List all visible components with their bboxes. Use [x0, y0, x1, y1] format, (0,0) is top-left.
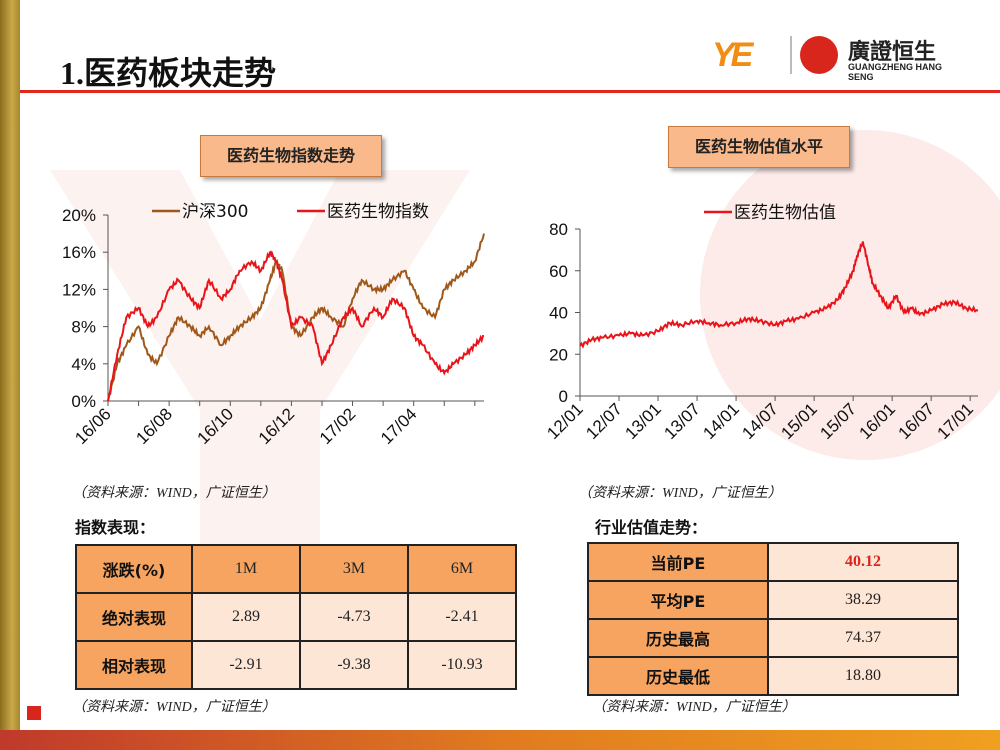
row-label: 相对表现	[75, 640, 193, 690]
x-tick-label: 16/10	[194, 404, 238, 448]
table-row: 历史最高 74.37	[587, 618, 959, 658]
row-label: 历史最高	[587, 618, 769, 658]
x-tick-label: 17/01	[934, 399, 978, 443]
table-row: 当前PE 40.12	[587, 542, 959, 582]
valuation-table: 当前PE 40.12 平均PE 38.29 历史最高 74.37 历史最低 18…	[587, 542, 959, 696]
table-cell: -4.73	[299, 592, 409, 642]
row-label: 当前PE	[587, 542, 769, 582]
series-line	[107, 250, 485, 402]
left-chart-title: 医药生物指数走势	[200, 135, 382, 177]
title-underline	[20, 90, 1000, 93]
pharma-valuation-chart: 02040608012/0112/0713/0113/0714/0114/071…	[543, 203, 979, 443]
y-tick-label: 0	[559, 387, 568, 406]
table-cell: 2.89	[191, 592, 301, 642]
corner-square	[27, 706, 41, 720]
logo-divider	[790, 36, 792, 74]
left-chart-source: （资料来源：WIND，广证恒生）	[72, 486, 276, 501]
table-cell: 74.37	[767, 618, 959, 658]
x-tick-label: 16/01	[855, 399, 899, 443]
y-tick-label: 60	[549, 262, 568, 281]
x-tick-label: 15/01	[777, 399, 821, 443]
x-tick-label: 13/07	[660, 399, 704, 443]
table-row: 绝对表现 2.89 -4.73 -2.41	[75, 592, 517, 642]
series-line	[579, 241, 979, 349]
table-header-cell: 涨跌(%)	[75, 544, 193, 594]
perf-table-source: （资料来源：WIND，广证恒生）	[72, 700, 276, 715]
x-tick-label: 12/07	[582, 399, 626, 443]
index-performance-table: 涨跌(%) 1M 3M 6M 绝对表现 2.89 -4.73 -2.41 相对表…	[75, 544, 517, 690]
table-row: 相对表现 -2.91 -9.38 -10.93	[75, 640, 517, 690]
x-tick-label: 17/04	[377, 404, 421, 448]
table-row: 历史最低 18.80	[587, 656, 959, 696]
legend-label: 医药生物估值	[734, 203, 836, 223]
row-label: 绝对表现	[75, 592, 193, 642]
table-cell: -2.41	[407, 592, 517, 642]
y-tick-label: 4%	[71, 355, 96, 374]
table-header-row: 涨跌(%) 1M 3M 6M	[75, 544, 517, 594]
y-tick-label: 80	[549, 220, 568, 239]
y-tick-label: 40	[549, 304, 568, 323]
pharma-index-chart: 0%4%8%12%16%20%16/06 16/08 16/10 16/12 17/02…	[62, 202, 485, 448]
table-header-cell: 3M	[299, 544, 409, 594]
valuation-section-title: 行业估值走势：	[595, 518, 708, 537]
table-header-cell: 6M	[407, 544, 517, 594]
bottom-accent-bar	[0, 730, 1000, 750]
x-tick-label: 16/12	[255, 404, 299, 448]
x-tick-label: 16/07	[894, 399, 938, 443]
table-row: 平均PE 38.29	[587, 580, 959, 620]
x-tick-label: 13/01	[621, 399, 665, 443]
page-title: 1.医药板块走势	[60, 55, 277, 91]
x-tick-label: 15/07	[816, 399, 860, 443]
y-tick-label: 20	[549, 345, 568, 364]
logo-mark: YE	[712, 36, 753, 74]
x-tick-label: 14/01	[699, 399, 743, 443]
y-tick-label: 0%	[71, 392, 96, 411]
x-tick-label: 14/07	[738, 399, 782, 443]
table-cell: -2.91	[191, 640, 301, 690]
right-chart-source: （资料来源：WIND，广证恒生）	[578, 486, 782, 501]
logo-text-en: GUANGZHENG HANG SENG	[848, 62, 942, 82]
y-tick-label: 12%	[62, 280, 96, 299]
x-tick-label: 17/02	[316, 404, 360, 448]
y-tick-label: 20%	[62, 206, 96, 225]
row-label: 历史最低	[587, 656, 769, 696]
watermark-circle	[700, 130, 1000, 460]
table-cell: 38.29	[767, 580, 959, 620]
pe-table-source: （资料来源：WIND，广证恒生）	[592, 700, 796, 715]
perf-section-title: 指数表现：	[75, 518, 156, 537]
company-logo: YE 廣證恒生 GUANGZHENG HANG SENG	[712, 34, 962, 82]
right-chart-title: 医药生物估值水平	[668, 126, 850, 168]
y-tick-label: 16%	[62, 243, 96, 262]
table-cell: -10.93	[407, 640, 517, 690]
watermark-logo	[50, 170, 470, 550]
y-tick-label: 8%	[71, 318, 96, 337]
table-header-cell: 1M	[191, 544, 301, 594]
seal-icon	[800, 36, 838, 74]
logo-text-cn: 廣證恒生	[848, 40, 937, 65]
legend-label: 沪深300	[182, 202, 248, 222]
table-cell: 18.80	[767, 656, 959, 696]
row-label: 平均PE	[587, 580, 769, 620]
x-tick-label: 16/08	[132, 404, 176, 448]
current-pe-value: 40.12	[767, 542, 959, 582]
legend-label: 医药生物指数	[327, 202, 429, 222]
table-cell: -9.38	[299, 640, 409, 690]
left-accent-bar	[0, 0, 20, 750]
